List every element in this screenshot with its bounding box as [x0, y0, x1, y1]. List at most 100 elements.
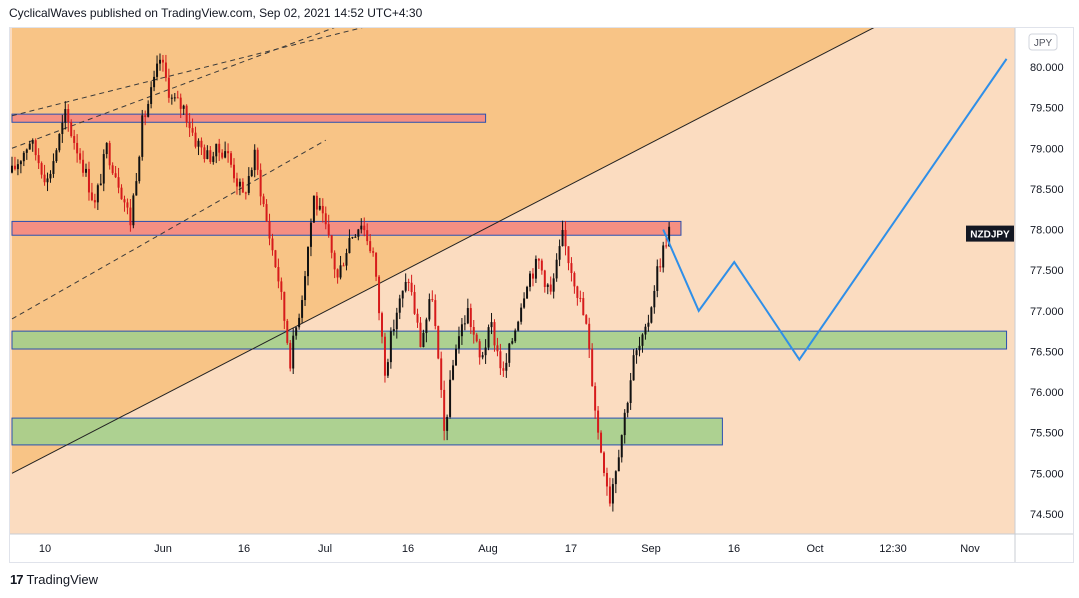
candle-body [13, 165, 16, 170]
candle [508, 342, 511, 367]
candle-body [315, 195, 318, 210]
candle [268, 213, 271, 246]
candle-body [141, 115, 144, 157]
candle [120, 184, 123, 200]
candle-body [372, 251, 375, 253]
candle-body [378, 276, 381, 314]
candle-body [179, 97, 182, 109]
candle [348, 229, 351, 254]
candle-body [641, 334, 644, 346]
candle [123, 195, 126, 212]
candle-body [292, 335, 295, 369]
candle-body [345, 253, 348, 266]
candle-body [31, 140, 34, 144]
candle [392, 319, 395, 336]
candle-body [99, 183, 102, 186]
candle-body [422, 332, 425, 347]
candle-body [150, 87, 153, 104]
candle [73, 129, 76, 150]
candle-body [543, 270, 546, 287]
candle-body [25, 149, 28, 153]
candle [49, 170, 52, 183]
candle-body [271, 238, 274, 251]
candle-body [105, 143, 108, 155]
candle [333, 250, 336, 279]
candle-body [16, 164, 19, 170]
candle-body [626, 402, 629, 413]
candle [419, 317, 422, 348]
candle-body [389, 331, 392, 363]
candle [520, 303, 523, 325]
candle-body [327, 224, 330, 236]
candle-body [552, 278, 555, 292]
time-tick-label: Sep [641, 543, 661, 555]
candle-body [250, 170, 253, 177]
candle-body [463, 323, 466, 325]
candle-body [567, 246, 570, 264]
candle-body [283, 291, 286, 321]
candle [644, 323, 647, 340]
candle-body [67, 109, 70, 123]
candle [567, 246, 570, 271]
candle-body [546, 284, 549, 287]
candle [410, 274, 413, 296]
candle [455, 344, 457, 366]
candle [309, 218, 312, 257]
candle [19, 160, 22, 174]
candle [182, 104, 185, 115]
publish-info: CyclicalWaves published on TradingView.c… [9, 6, 423, 20]
candle-body [576, 286, 579, 298]
candle-body [197, 140, 200, 147]
candle-body [588, 323, 591, 349]
time-axis[interactable]: 10 Jun 16 Jul 16 Aug 17 Sep 16 Oct 12:30 Nov [39, 543, 980, 555]
candle [632, 348, 635, 381]
candle-body [614, 471, 617, 485]
candle-body [431, 299, 434, 301]
candle-body [339, 265, 342, 278]
candle [653, 285, 656, 314]
candle [605, 467, 608, 496]
candle [173, 92, 176, 102]
candle [76, 134, 79, 163]
candle [354, 234, 357, 238]
candle [13, 156, 16, 171]
candle-body [185, 105, 188, 123]
candle [159, 53, 161, 71]
candle-body [342, 265, 345, 267]
candle-body [336, 269, 339, 278]
candle [514, 328, 517, 344]
candle [114, 165, 117, 179]
candle-body [52, 161, 55, 174]
candle [656, 259, 659, 298]
candle-body [375, 252, 378, 277]
candle-body [227, 151, 230, 154]
candle [55, 148, 58, 163]
candle-body [117, 177, 120, 188]
candle-body [662, 245, 665, 268]
price-tick-label: 78.500 [1030, 184, 1064, 196]
candle [662, 241, 665, 273]
candle [93, 193, 96, 209]
currency-badge: JPY [1028, 33, 1058, 51]
candle-body [605, 472, 608, 487]
candle [659, 258, 662, 272]
candle-body [318, 205, 321, 210]
candle [629, 372, 632, 410]
candle [386, 358, 389, 378]
candle [244, 191, 247, 200]
candle-body [623, 412, 626, 436]
candle [99, 173, 102, 186]
time-tick-label: Jun [154, 543, 172, 555]
candle-body [413, 292, 416, 314]
candle-body [549, 284, 552, 292]
candle [241, 178, 244, 193]
candle [369, 233, 372, 254]
candle [481, 351, 484, 360]
candle [360, 218, 363, 234]
candle [466, 298, 469, 325]
candle [117, 167, 120, 194]
candle [499, 343, 502, 376]
candle [274, 249, 277, 268]
price-axis[interactable]: 80.000 79.500 79.000 78.500 78.000 77.500 77.0… [1030, 62, 1064, 521]
